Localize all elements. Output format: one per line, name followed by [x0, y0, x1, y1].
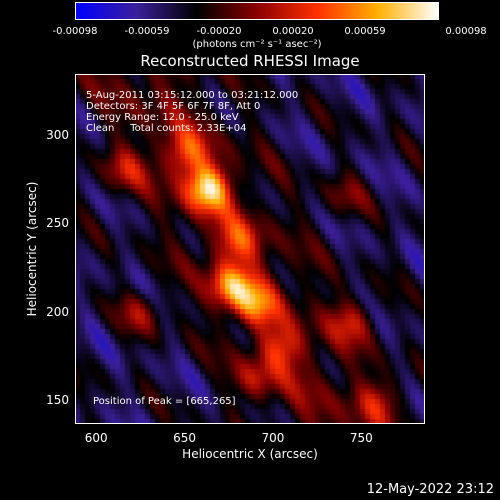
peak-position-label: Position of Peak = [665,265]: [93, 396, 236, 407]
x-axis-label: Heliocentric X (arcsec): [182, 447, 318, 461]
y-tick-label: 150: [46, 393, 69, 408]
colorbar-tick-label: 0.00098: [445, 26, 487, 37]
y-tick-label: 300: [46, 127, 69, 142]
info-total-counts: Clean Total counts: 2.33E+04: [86, 123, 247, 134]
chart-title: Reconstructed RHESSI Image: [140, 52, 360, 70]
info-time-range: 5-Aug-2011 03:15:12.000 to 03:21:12.000: [86, 90, 299, 101]
y-tick-label: 200: [46, 304, 69, 319]
colorbar: [75, 2, 439, 20]
timestamp: 12-May-2022 23:12: [366, 482, 494, 497]
colorbar-tick-label: -0.00059: [124, 26, 170, 37]
info-energy-range: Energy Range: 12.0 - 25.0 keV: [86, 112, 239, 123]
colorbar-tick-label: 0.00059: [344, 26, 386, 37]
x-tick-label: 750: [349, 431, 373, 445]
colorbar-tick-label: -0.00098: [52, 26, 98, 37]
info-detectors: Detectors: 3F 4F 5F 6F 7F 8F, Att 0: [86, 101, 261, 112]
colorbar-unit-label: (photons cm⁻² s⁻¹ asec⁻²): [192, 39, 322, 50]
y-tick-label: 250: [46, 216, 69, 231]
y-axis-label: Heliocentric Y (arcsec): [25, 181, 39, 317]
colorbar-tick-label: -0.00020: [196, 26, 242, 37]
x-tick-label: 600: [84, 431, 108, 445]
heatmap-image: [75, 74, 425, 424]
colorbar-tick-label: 0.00020: [272, 26, 314, 37]
x-tick-label: 650: [173, 431, 197, 445]
x-tick-label: 700: [261, 431, 285, 445]
